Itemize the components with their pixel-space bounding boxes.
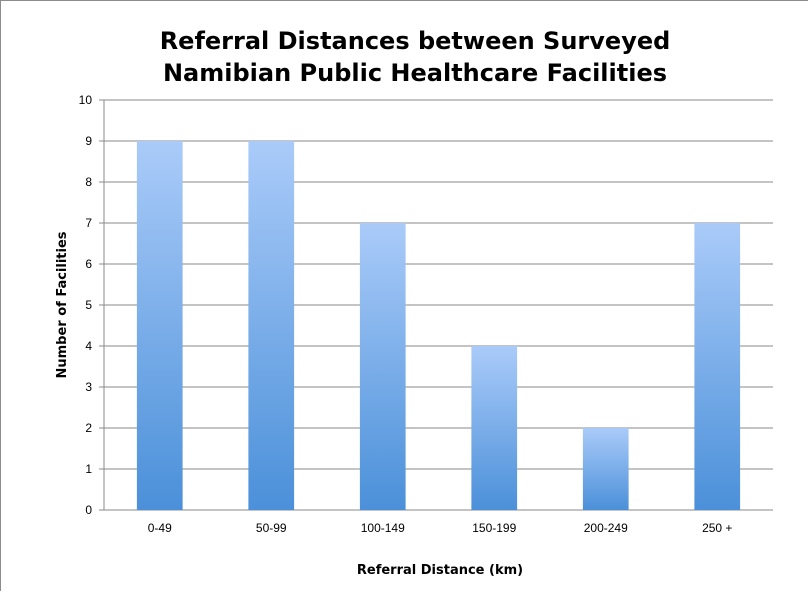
bar-200-249 (582, 428, 629, 510)
y-tick-labels: 0 1 2 3 4 5 6 7 8 9 10 (79, 93, 93, 517)
y-tick-label: 5 (85, 298, 92, 312)
x-tick-label: 100-149 (361, 521, 405, 535)
chart-title-line-2: Namibian Public Healthcare Facilities (163, 59, 667, 87)
y-tick-label: 0 (85, 503, 92, 517)
x-tick-label: 0-49 (148, 521, 172, 535)
bar-150-199 (471, 346, 518, 510)
x-tick-label: 150-199 (472, 521, 516, 535)
x-tick-label: 250 + (702, 521, 732, 535)
y-tick-label: 10 (79, 93, 93, 107)
y-tick-label: 9 (85, 134, 92, 148)
y-tick-label: 2 (85, 421, 92, 435)
bars (136, 141, 741, 510)
bar-250plus (694, 223, 741, 510)
bar-0-49 (136, 141, 183, 510)
y-tick-label: 8 (85, 175, 92, 189)
chart-title-line-1: Referral Distances between Surveyed (160, 27, 671, 55)
bar-50-99 (248, 141, 295, 510)
gridlines (99, 99, 773, 511)
x-tick-label: 200-249 (584, 521, 628, 535)
y-tick-label: 3 (85, 380, 92, 394)
y-tick-label: 4 (85, 339, 92, 353)
x-axis-title: Referral Distance (km) (357, 563, 523, 578)
y-tick-label: 7 (85, 216, 92, 230)
bar-100-149 (359, 223, 406, 510)
y-axis-title: Number of Facilities (55, 231, 70, 378)
x-tick-labels: 0-49 50-99 100-149 150-199 200-249 250 + (148, 521, 733, 535)
y-tick-label: 6 (85, 257, 92, 271)
y-tick-label: 1 (85, 462, 92, 476)
x-tick-label: 50-99 (256, 521, 287, 535)
